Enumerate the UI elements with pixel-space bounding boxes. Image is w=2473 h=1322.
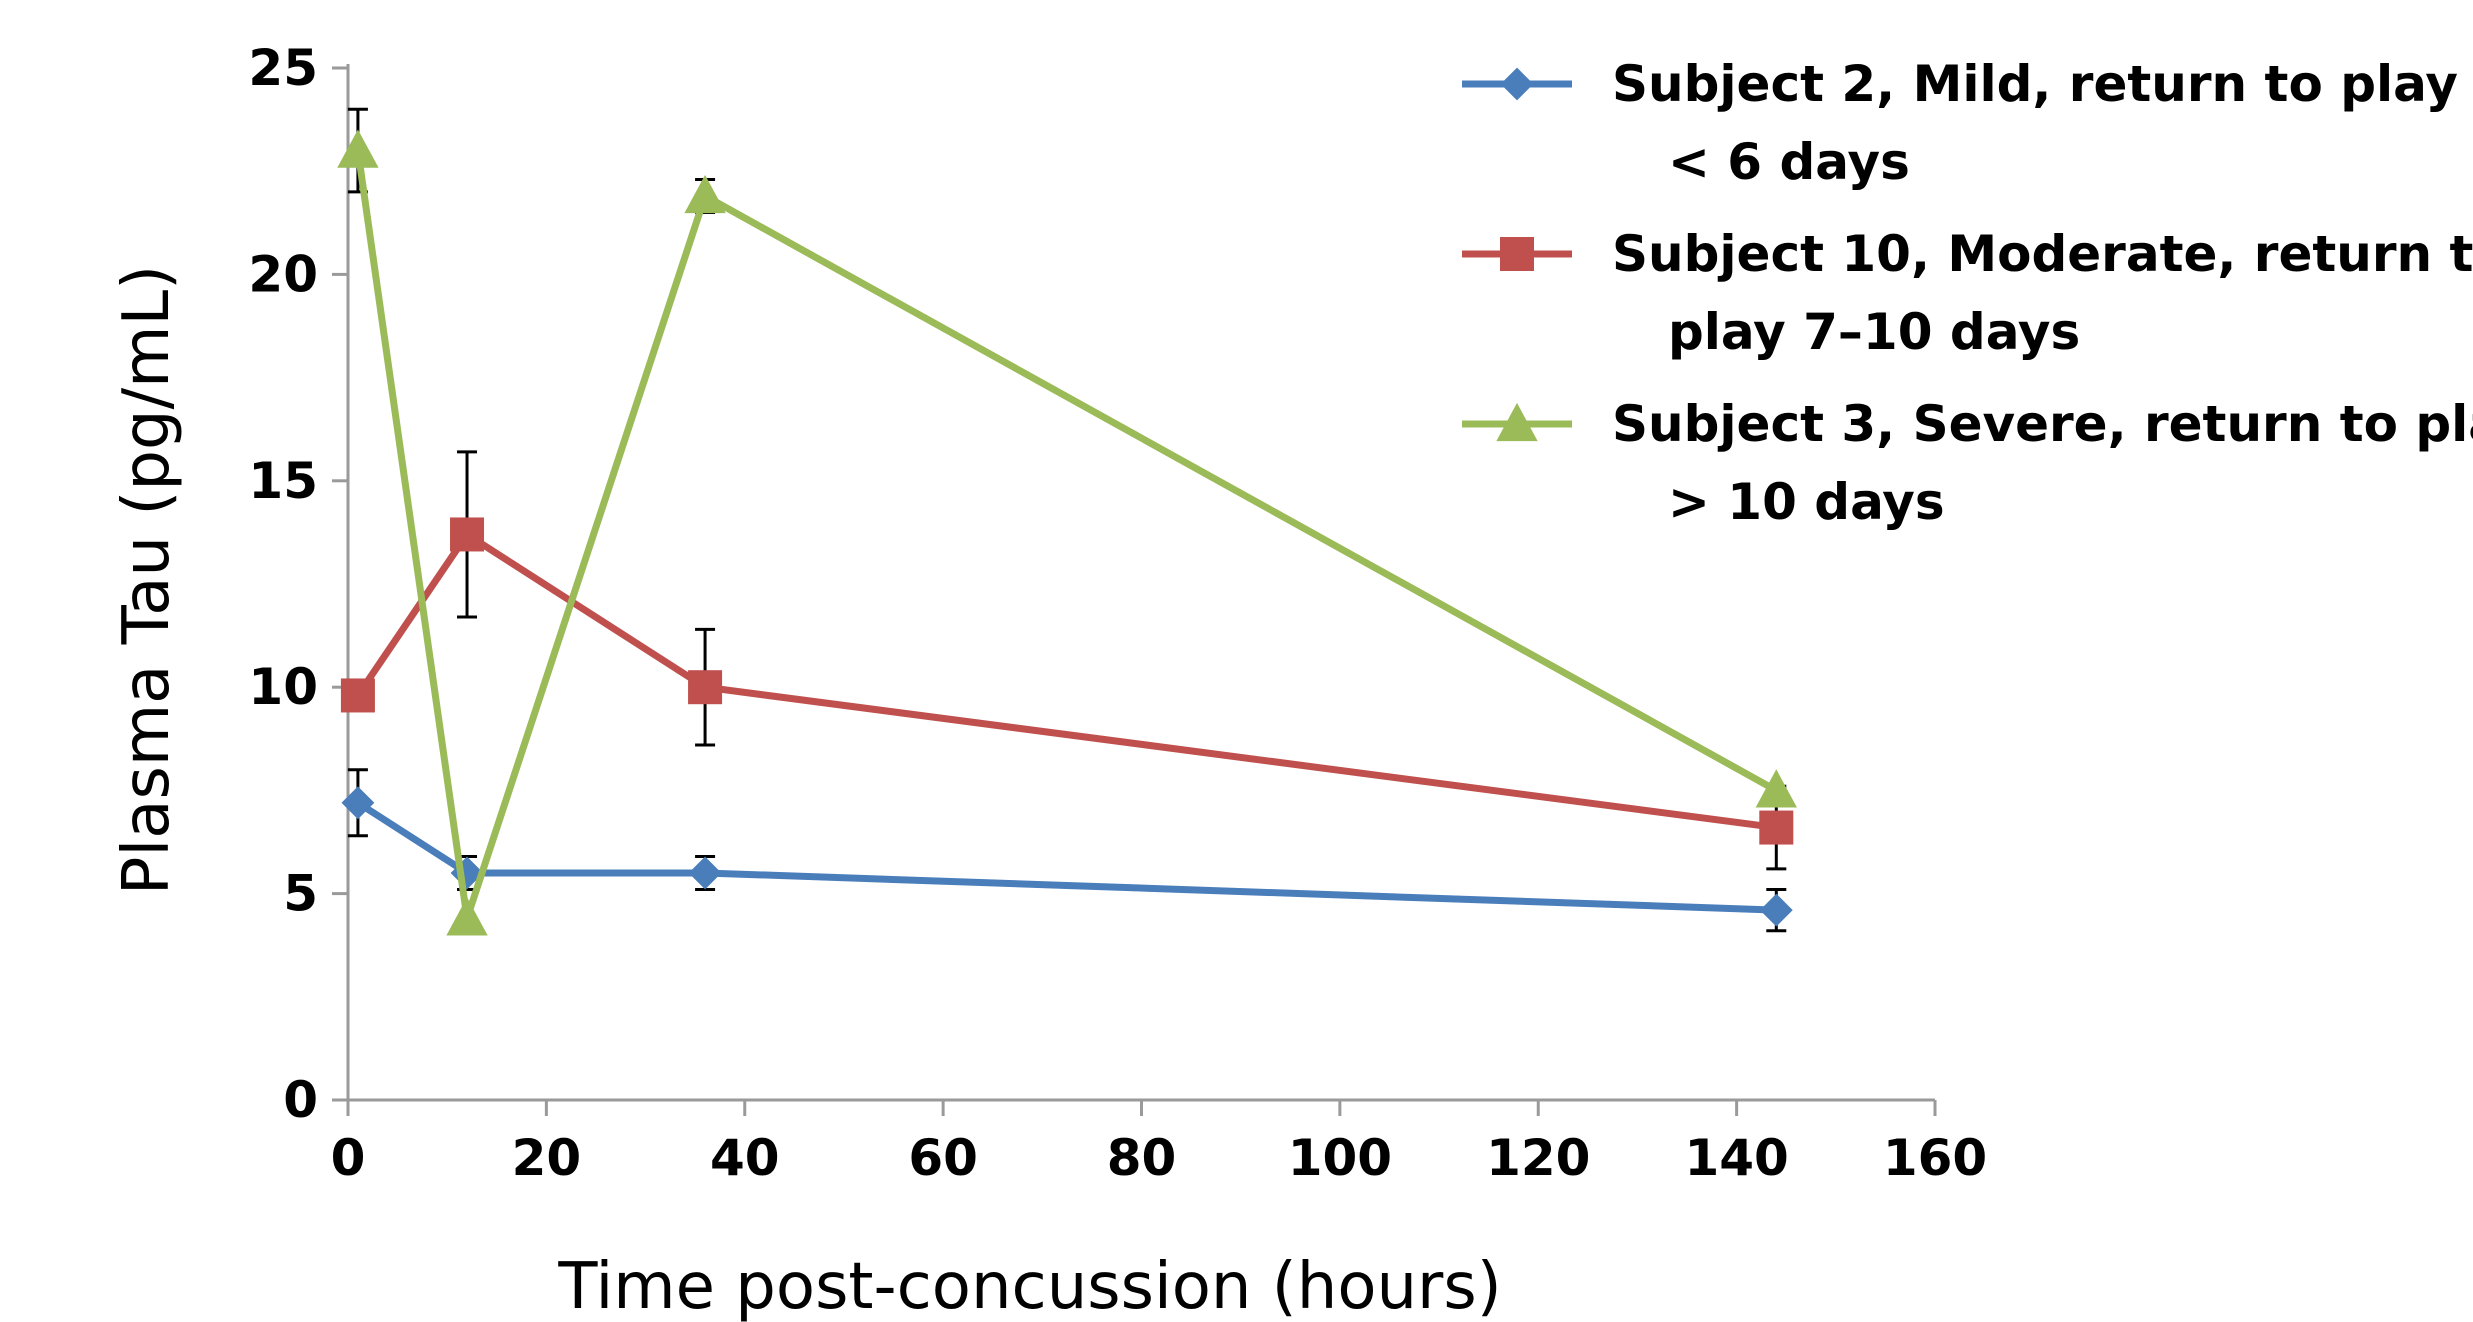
- series-line: [356, 799, 1777, 914]
- x-tick-label: 120: [1486, 1129, 1590, 1187]
- marker-square-point: [1759, 810, 1794, 845]
- legend-entry: Subject 2, Mild, return to play < 6 days: [1462, 55, 2458, 191]
- marker-diamond-legend: [1500, 67, 1534, 101]
- x-tick-label: 40: [710, 1129, 780, 1187]
- y-tick-label: 20: [248, 245, 318, 303]
- x-tick-label: 0: [331, 1129, 366, 1187]
- x-axis-title: Time post-concussion (hours): [557, 1250, 1501, 1322]
- legend-label: play 7–10 days: [1668, 303, 2080, 361]
- y-tick-label: 0: [283, 1071, 318, 1129]
- marker-square-point: [688, 670, 723, 705]
- legend-label: Subject 2, Mild, return to play: [1612, 55, 2458, 113]
- x-tick-label: 140: [1684, 1129, 1788, 1187]
- legend-entry: Subject 3, Severe, return to play > 10 da…: [1462, 395, 2473, 531]
- series-line: [354, 150, 1778, 922]
- marker-triangle-point: [684, 174, 726, 214]
- legend-label: Subject 3, Severe, return to play: [1612, 395, 2473, 453]
- axes: 0 5 10 15 20 25 0 20 40 60 80 100 120 140 160: [248, 39, 1987, 1187]
- marker-triangle-point: [446, 897, 488, 936]
- x-tick-label: 160: [1883, 1129, 1987, 1187]
- legend-label: Subject 10, Moderate, return to: [1612, 225, 2473, 283]
- legend-label: > 10 days: [1668, 473, 1945, 531]
- x-tick-label: 20: [512, 1129, 582, 1187]
- y-tick-label: 15: [248, 452, 318, 510]
- marker-square-legend: [1500, 237, 1534, 271]
- marker-diamond-point: [688, 856, 722, 890]
- marker-square-point: [450, 517, 485, 552]
- x-tick-label: 100: [1288, 1129, 1392, 1187]
- marker-diamond-point: [1759, 893, 1793, 927]
- legend: Subject 2, Mild, return to play< 6 daysS…: [1462, 55, 2473, 531]
- x-tick-label: 60: [908, 1129, 978, 1187]
- y-axis-title: Plasma Tau (pg/mL): [110, 265, 184, 895]
- series-layer: [337, 107, 1797, 936]
- x-tick-label: 80: [1107, 1129, 1177, 1187]
- y-tick-label: 25: [248, 39, 318, 97]
- legend-label: < 6 days: [1668, 133, 1910, 191]
- marker-square-point: [340, 678, 375, 713]
- y-tick-label: 10: [248, 658, 318, 716]
- series-line: [355, 530, 1777, 832]
- legend-entry: Subject 10, Moderate, return to play 7–10…: [1462, 225, 2473, 361]
- marker-triangle-point: [337, 129, 379, 168]
- marker-triangle-legend: [1496, 402, 1538, 442]
- marker-diamond-point: [341, 786, 375, 820]
- marker-triangle-point: [1755, 769, 1797, 808]
- series-square: [340, 450, 1794, 871]
- y-tick-label: 5: [283, 865, 318, 923]
- series-diamond: [341, 768, 1793, 933]
- series-triangle: [337, 107, 1797, 936]
